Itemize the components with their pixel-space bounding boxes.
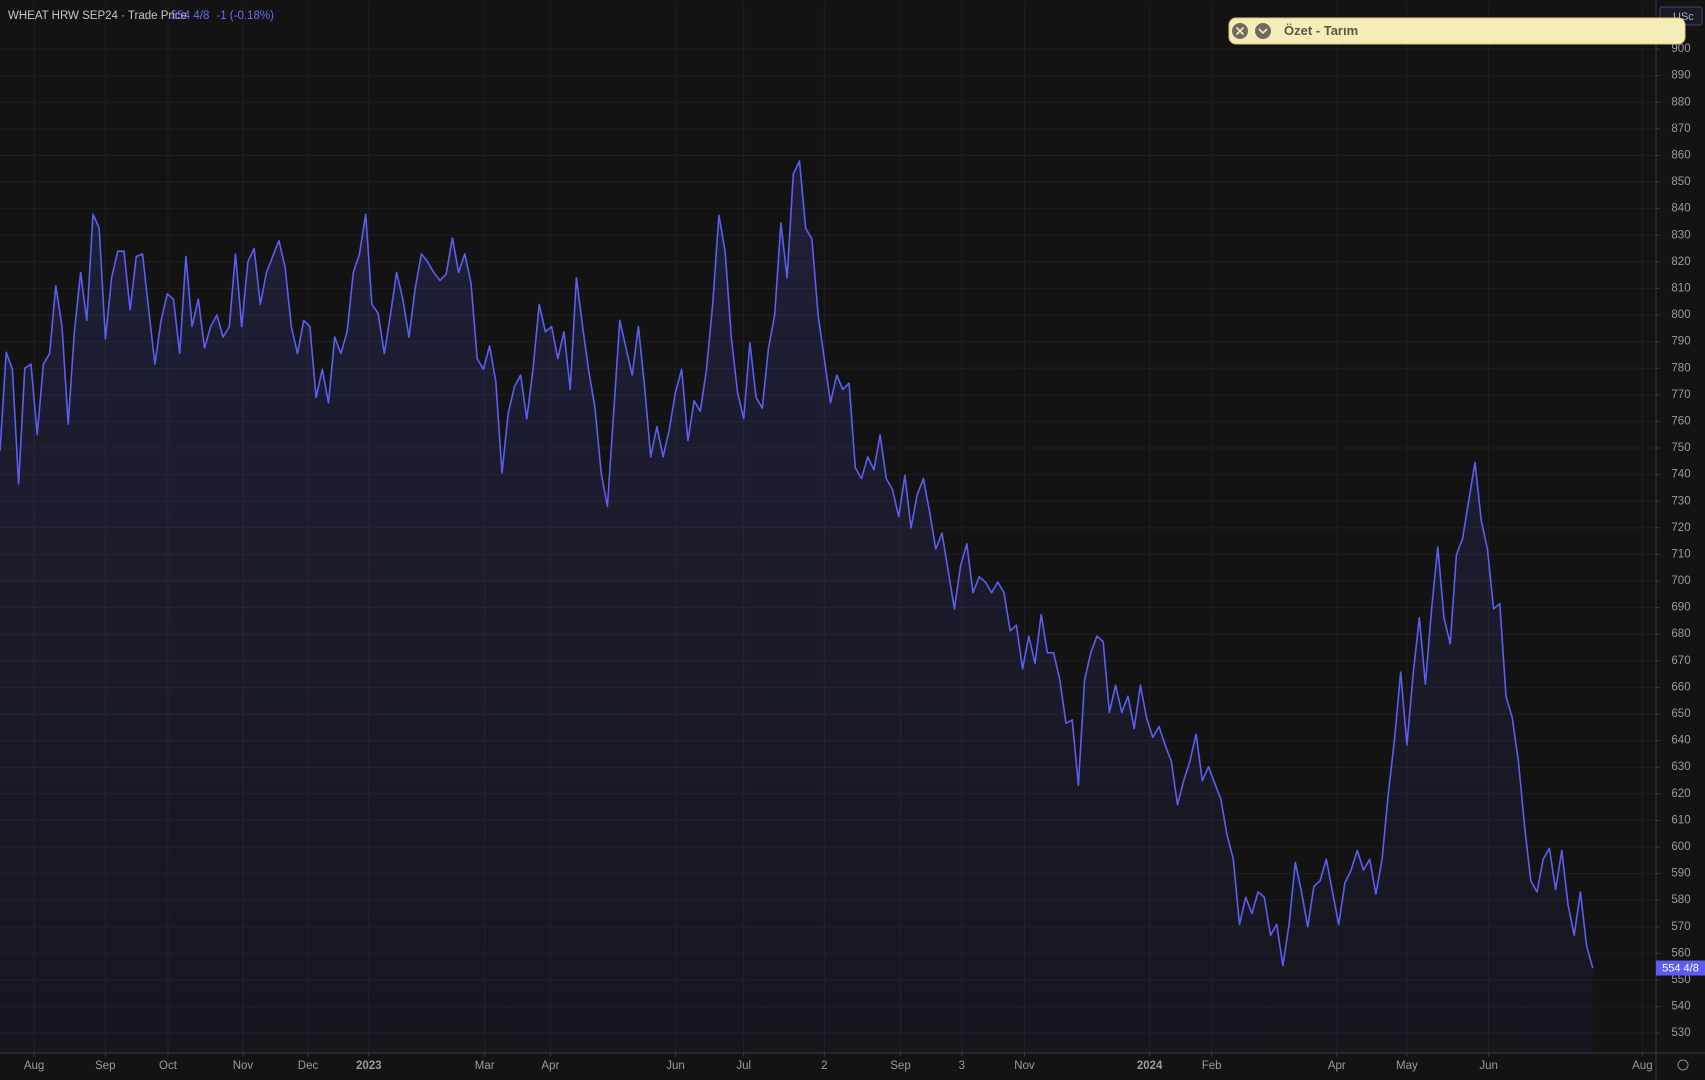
collapse-icon [1258,28,1268,35]
x-tick-label: Jun [1479,1060,1498,1072]
collapse-button[interactable] [1255,23,1271,39]
x-tick-label: Jul [736,1060,751,1072]
x-tick-label: Feb [1202,1060,1222,1072]
x-tick-label: 3 [959,1060,965,1072]
y-tick-label: 780 [1671,362,1690,374]
x-tick-label: Oct [159,1060,178,1072]
y-tick-label: 740 [1671,469,1690,481]
y-tick-label: 620 [1671,788,1690,800]
y-tick-label: 720 [1671,522,1690,534]
x-tick-label: 2023 [356,1060,382,1072]
x-tick-label: May [1396,1060,1418,1072]
price-line [0,160,1594,969]
x-tick-label: Aug [1632,1060,1652,1072]
last-price-tag [1656,960,1705,976]
y-tick-label: 850 [1671,176,1690,188]
y-tick-label: 870 [1671,123,1690,135]
y-tick-label: 760 [1671,415,1690,427]
y-tick-label: 650 [1671,708,1690,720]
x-tick-label: Jun [666,1060,685,1072]
x-tick-label: Apr [1328,1060,1346,1072]
x-tick-label: 2024 [1137,1060,1163,1072]
last-price: 554 4/8 [171,10,209,22]
y-tick-label: 570 [1671,921,1690,933]
y-tick-label: 540 [1671,1001,1690,1013]
settings-icon[interactable] [1677,1059,1689,1071]
close-icon [1235,26,1245,36]
y-tick-label: 710 [1671,548,1690,560]
y-tick-label: 810 [1671,282,1690,294]
y-tick-label: 580 [1671,894,1690,906]
y-tick-label: 700 [1671,575,1690,587]
summary-panel: Özet - Tarım [1228,17,1686,45]
y-tick-label: 550 [1671,974,1690,986]
y-tick-label: 640 [1671,735,1690,747]
time-axis: Aug Sep Oct Nov Dec 2023 Mar Apr Jun Jul 2 Sep 3 Nov 2… [24,1052,1653,1072]
y-tick-label: 630 [1671,761,1690,773]
y-tick-label: 530 [1671,1027,1690,1039]
price-axis: 530 540 550 560 570 580 590 600 610 620 630 640 650 6… [1656,43,1705,1039]
y-tick-label: 590 [1671,868,1690,880]
y-tick-label: 770 [1671,389,1690,401]
symbol-title: WHEAT HRW SEP24 · Trade Price [8,10,187,22]
x-tick-label: Nov [233,1060,254,1072]
x-tick-label: Dec [298,1060,319,1072]
panel-title: Özet - Tarım [1284,23,1358,38]
y-tick-label: 900 [1671,43,1690,55]
last-price-tag-label: 554 4/8 [1662,962,1699,974]
price-change: -1 (-0.18%) [216,10,274,22]
y-tick-label: 560 [1671,947,1690,959]
x-tick-label: Mar [475,1060,495,1072]
y-tick-label: 800 [1671,309,1690,321]
y-tick-label: 860 [1671,149,1690,161]
y-tick-label: 840 [1671,203,1690,215]
x-tick-label: Sep [890,1060,910,1072]
panel-bar [1228,17,1686,45]
y-tick-label: 610 [1671,814,1690,826]
x-tick-label: 2 [821,1060,827,1072]
plot [0,160,1594,1053]
y-tick-label: 820 [1671,256,1690,268]
x-tick-label: Apr [541,1060,559,1072]
y-tick-label: 790 [1671,336,1690,348]
y-tick-label: 880 [1671,96,1690,108]
y-tick-label: 830 [1671,229,1690,241]
y-tick-label: 660 [1671,681,1690,693]
y-tick-label: 690 [1671,602,1690,614]
x-tick-label: Sep [95,1060,115,1072]
y-tick-label: 890 [1671,70,1690,82]
y-tick-label: 680 [1671,628,1690,640]
area-fill [0,161,1593,1053]
x-tick-label: Aug [24,1060,44,1072]
y-tick-label: 750 [1671,442,1690,454]
x-tick-label: Nov [1014,1060,1035,1072]
y-tick-label: 670 [1671,655,1690,667]
y-tick-label: 600 [1671,841,1690,853]
y-tick-label: 730 [1671,495,1690,507]
